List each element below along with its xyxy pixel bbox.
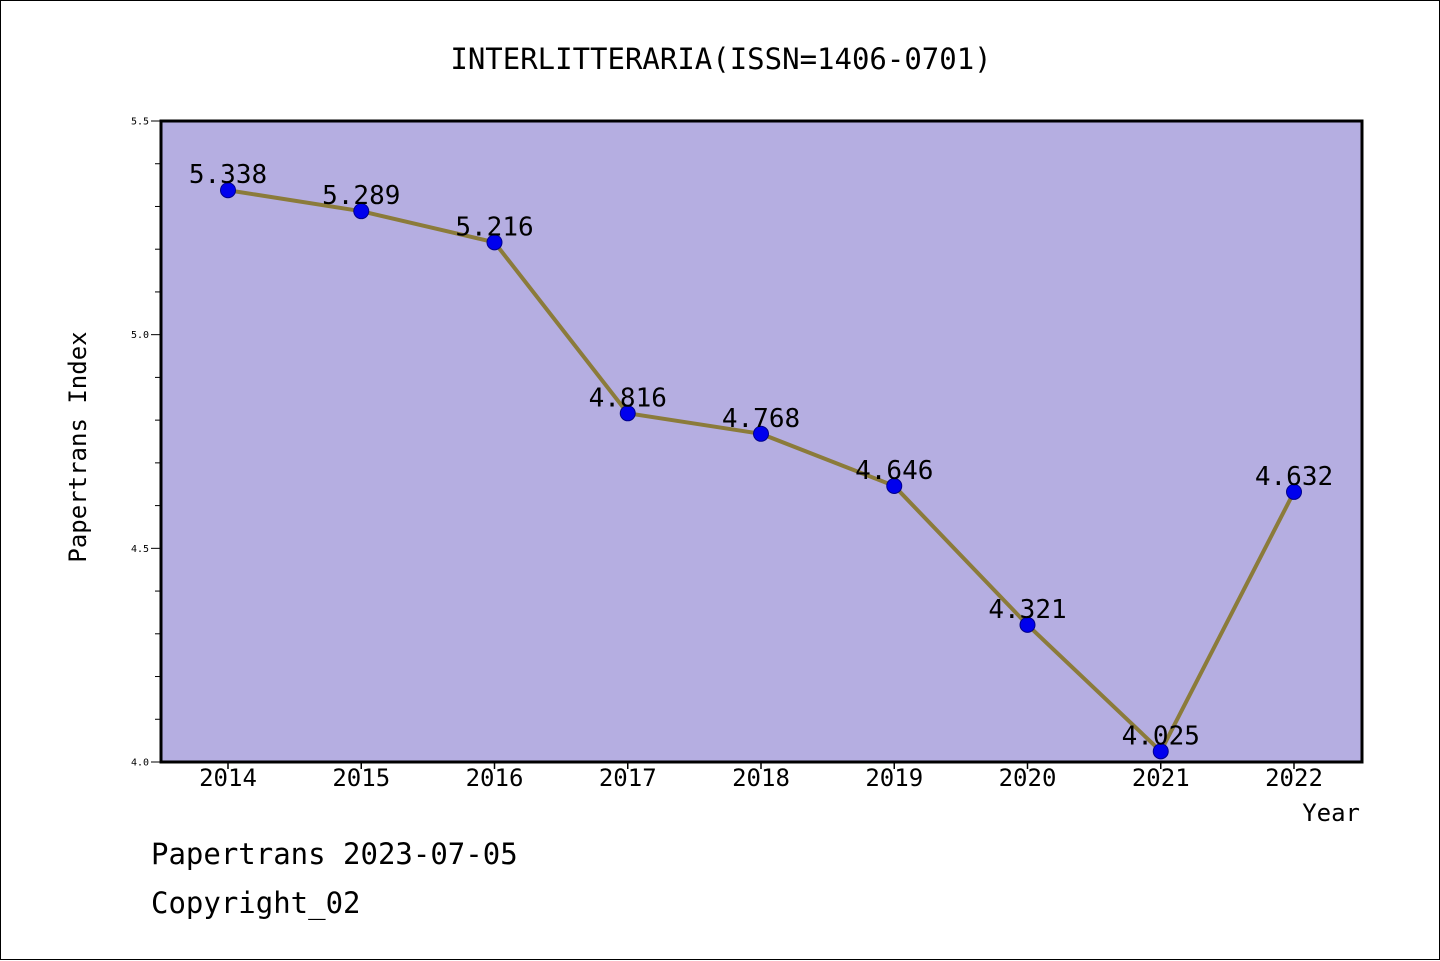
- data-point: [753, 425, 769, 442]
- data-label: 4.816: [589, 383, 667, 413]
- data-label: 4.768: [722, 404, 800, 434]
- chart-title: INTERLITTERARIA(ISSN=1406-0701): [450, 42, 991, 76]
- y-tick-label: 4.0: [131, 758, 149, 769]
- x-tick-label: 2016: [466, 764, 524, 792]
- x-tick-label: 2018: [732, 764, 790, 792]
- data-label: 4.632: [1255, 462, 1333, 492]
- y-axis-label: Papertrans Index: [64, 331, 92, 562]
- data-point: [1286, 483, 1302, 500]
- x-tick-label: 2019: [865, 764, 923, 792]
- x-tick-label: 2014: [199, 764, 257, 792]
- data-label: 5.338: [189, 160, 267, 190]
- data-label: 4.025: [1122, 721, 1200, 751]
- data-label: 5.216: [455, 212, 533, 242]
- data-point: [1019, 616, 1036, 633]
- x-tick-label: 2015: [332, 764, 390, 792]
- data-point: [220, 182, 236, 199]
- plot-frame: [159, 119, 1364, 764]
- data-point: [619, 405, 636, 422]
- data-label: 5.289: [322, 181, 400, 211]
- x-tick-label: 2021: [1132, 764, 1190, 792]
- data-point: [886, 477, 903, 494]
- data-label: 4.321: [988, 595, 1066, 625]
- data-label: 4.646: [855, 456, 933, 486]
- y-tick-label: 4.5: [131, 544, 149, 555]
- data-point: [1152, 743, 1169, 760]
- data-point: [353, 203, 370, 220]
- footer-copyright: Copyright_02: [151, 886, 361, 920]
- x-tick-label: 2020: [999, 764, 1057, 792]
- x-axis-label: Year: [1302, 799, 1360, 827]
- y-tick-label: 5.0: [131, 330, 149, 341]
- y-tick-label: 5.5: [131, 117, 149, 128]
- data-point: [486, 234, 503, 251]
- x-tick-label: 2022: [1265, 764, 1323, 792]
- x-tick-label: 2017: [599, 764, 657, 792]
- footer-date: Papertrans 2023-07-05: [151, 837, 518, 871]
